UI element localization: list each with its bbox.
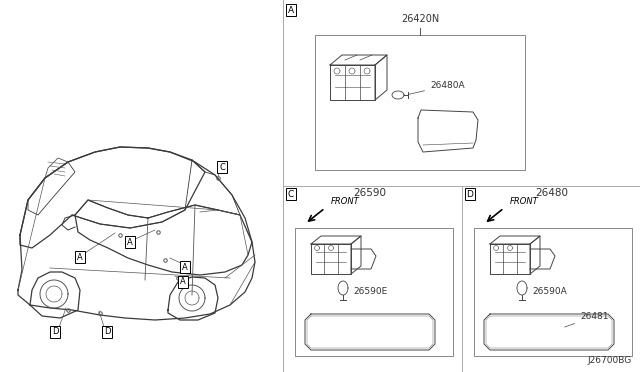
Text: C: C bbox=[288, 189, 294, 199]
Text: D: D bbox=[52, 327, 58, 337]
Text: 26420N: 26420N bbox=[401, 14, 439, 24]
Text: J26700BG: J26700BG bbox=[588, 356, 632, 365]
Text: A: A bbox=[180, 278, 186, 286]
Bar bbox=[474, 228, 632, 356]
Bar bbox=[295, 228, 453, 356]
Text: 26480A: 26480A bbox=[409, 81, 465, 94]
Text: 26480: 26480 bbox=[536, 188, 568, 198]
Text: A: A bbox=[127, 237, 133, 247]
Text: D: D bbox=[467, 189, 474, 199]
Text: 26481: 26481 bbox=[564, 312, 609, 327]
Text: FRONT: FRONT bbox=[331, 197, 360, 206]
Text: D: D bbox=[104, 327, 110, 337]
Text: FRONT: FRONT bbox=[510, 197, 539, 206]
Text: A: A bbox=[288, 6, 294, 15]
Text: A: A bbox=[182, 263, 188, 272]
Bar bbox=[315, 35, 525, 170]
Text: 26590E: 26590E bbox=[353, 288, 387, 296]
Text: 26590: 26590 bbox=[353, 188, 387, 198]
Text: C: C bbox=[219, 163, 225, 171]
Text: 26590A: 26590A bbox=[532, 288, 567, 296]
Text: A: A bbox=[77, 253, 83, 262]
